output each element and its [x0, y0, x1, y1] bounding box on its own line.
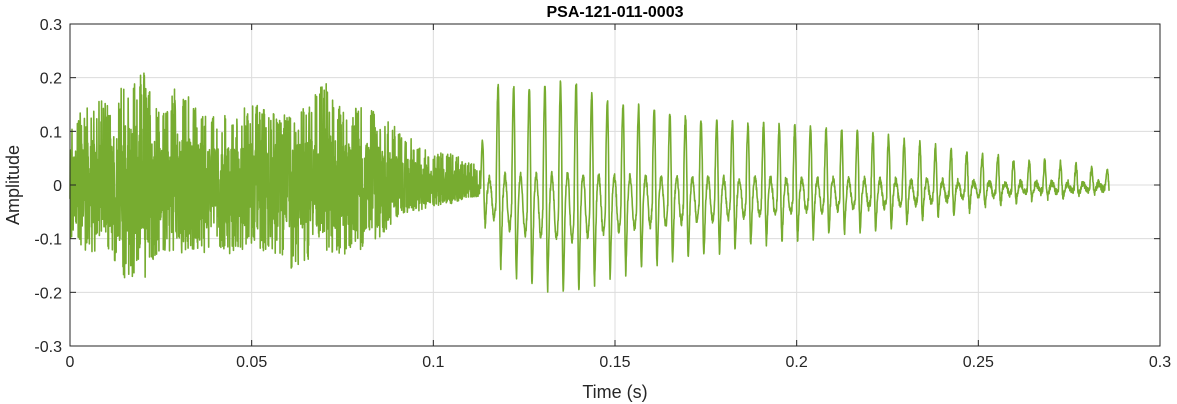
signal-series-line: [69, 72, 1110, 293]
x-tick-label: 0.1: [422, 354, 444, 371]
y-tick-label: -0.3: [34, 339, 62, 356]
y-tick-label: 0.3: [40, 17, 62, 34]
y-tick-label: -0.2: [34, 285, 62, 302]
y-axis-label: Amplitude: [3, 145, 23, 225]
x-tick-label: 0.25: [963, 354, 994, 371]
y-tick-label: 0: [53, 178, 62, 195]
y-tick-label: 0.2: [40, 71, 62, 88]
x-tick-label: 0: [66, 354, 75, 371]
x-axis-ticks: 0 0.05 0.1 0.15 0.2 0.25 0.3: [66, 24, 1171, 371]
signal-layer: [69, 72, 1110, 293]
x-tick-label: 0.2: [786, 354, 808, 371]
x-tick-label: 0.15: [599, 354, 630, 371]
y-axis-ticks: -0.3 -0.2 -0.1 0 0.1 0.2 0.3: [34, 17, 1160, 356]
x-tick-label: 0.05: [236, 354, 267, 371]
x-axis-label: Time (s): [582, 382, 647, 402]
chart-title: PSA-121-011-0003: [547, 4, 684, 21]
x-tick-label: 0.3: [1149, 354, 1171, 371]
y-tick-label: -0.1: [34, 232, 62, 249]
y-tick-label: 0.1: [40, 124, 62, 141]
